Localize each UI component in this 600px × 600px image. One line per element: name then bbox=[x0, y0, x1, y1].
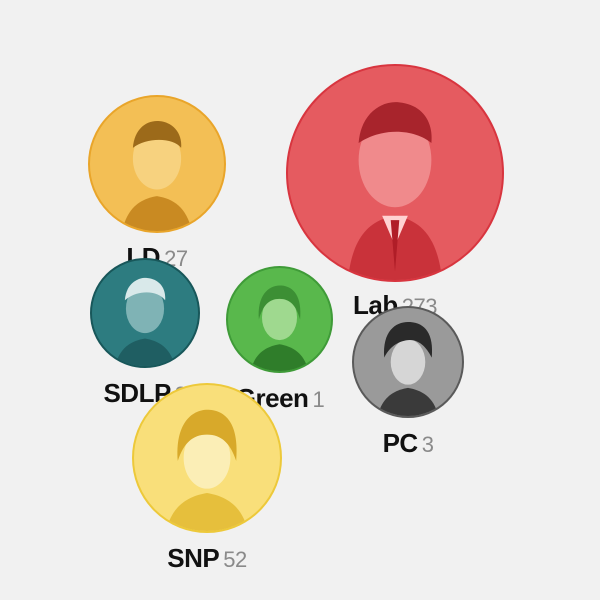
green-bubble[interactable] bbox=[226, 266, 333, 373]
green-portrait-icon bbox=[250, 285, 309, 371]
ld-portrait-icon bbox=[122, 120, 192, 231]
lab-bubble[interactable] bbox=[286, 64, 504, 282]
sdlp-portrait-icon bbox=[115, 277, 175, 366]
snp-bubble[interactable] bbox=[132, 383, 282, 533]
seat-count: 1 bbox=[312, 387, 325, 412]
snp-portrait-icon bbox=[166, 409, 248, 531]
seat-count: 3 bbox=[421, 432, 434, 457]
pc-bubble[interactable] bbox=[352, 306, 464, 418]
party-name: PC bbox=[382, 428, 419, 458]
seat-count: 52 bbox=[223, 547, 247, 572]
pc-label: PC 3 bbox=[383, 428, 434, 459]
sdlp-bubble[interactable] bbox=[90, 258, 200, 368]
snp-label: SNP 52 bbox=[167, 543, 247, 574]
lab-portrait-icon bbox=[347, 102, 443, 280]
party-name: SNP bbox=[167, 543, 220, 573]
pc-portrait-icon bbox=[377, 321, 439, 416]
ld-bubble[interactable] bbox=[88, 95, 226, 233]
